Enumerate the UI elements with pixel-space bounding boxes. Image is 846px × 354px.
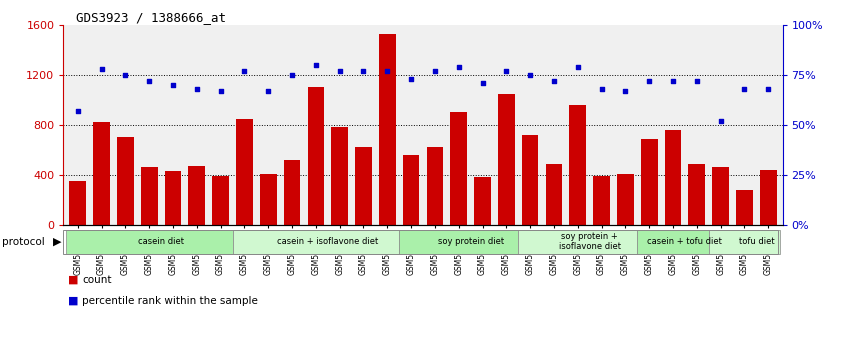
- Bar: [736, 190, 753, 225]
- Point: [309, 62, 322, 68]
- Point: [714, 118, 728, 124]
- Text: casein diet: casein diet: [138, 237, 184, 246]
- Text: ▶: ▶: [53, 236, 62, 247]
- Bar: [355, 147, 371, 225]
- Point: [667, 78, 680, 84]
- Text: percentile rank within the sample: percentile rank within the sample: [82, 296, 258, 306]
- Bar: [233, 230, 399, 253]
- Bar: [426, 147, 443, 225]
- Bar: [260, 173, 277, 225]
- Bar: [637, 230, 709, 253]
- Bar: [379, 34, 396, 225]
- Bar: [189, 166, 205, 225]
- Text: casein + tofu diet: casein + tofu diet: [647, 237, 722, 246]
- Point: [381, 68, 394, 74]
- Bar: [66, 230, 233, 253]
- Bar: [283, 160, 300, 225]
- Bar: [93, 122, 110, 225]
- Point: [738, 86, 751, 92]
- Text: ■: ■: [68, 275, 78, 285]
- Bar: [165, 171, 181, 225]
- Bar: [641, 138, 657, 225]
- Point: [761, 86, 775, 92]
- Point: [285, 72, 299, 78]
- Text: tofu diet: tofu diet: [739, 237, 774, 246]
- Point: [571, 64, 585, 70]
- Bar: [117, 137, 134, 225]
- Point: [500, 68, 514, 74]
- Point: [428, 68, 442, 74]
- Bar: [212, 176, 229, 225]
- Bar: [522, 135, 539, 225]
- Point: [595, 86, 608, 92]
- Text: count: count: [82, 275, 112, 285]
- Text: protocol: protocol: [2, 236, 45, 247]
- Point: [166, 82, 179, 88]
- Text: casein + isoflavone diet: casein + isoflavone diet: [277, 237, 378, 246]
- Point: [214, 88, 228, 93]
- Text: GDS3923 / 1388666_at: GDS3923 / 1388666_at: [76, 11, 226, 24]
- Text: soy protein diet: soy protein diet: [437, 237, 503, 246]
- Text: soy protein +
isoflavone diet: soy protein + isoflavone diet: [558, 232, 621, 251]
- Bar: [450, 112, 467, 225]
- Bar: [569, 105, 586, 225]
- Point: [95, 66, 108, 72]
- Point: [238, 68, 251, 74]
- Bar: [593, 176, 610, 225]
- Bar: [689, 164, 706, 225]
- Bar: [546, 164, 563, 225]
- Point: [547, 78, 561, 84]
- Point: [404, 76, 418, 82]
- Point: [71, 108, 85, 114]
- Bar: [475, 177, 491, 225]
- Point: [618, 88, 632, 93]
- Bar: [498, 93, 514, 225]
- Point: [452, 64, 465, 70]
- Point: [524, 72, 537, 78]
- Bar: [712, 167, 729, 225]
- Point: [690, 78, 704, 84]
- Bar: [403, 155, 420, 225]
- Bar: [332, 127, 348, 225]
- Bar: [709, 230, 780, 253]
- Bar: [665, 130, 681, 225]
- Point: [118, 72, 132, 78]
- Bar: [399, 230, 519, 253]
- Bar: [307, 87, 324, 225]
- Text: ■: ■: [68, 296, 78, 306]
- Bar: [617, 173, 634, 225]
- Point: [357, 68, 371, 74]
- Point: [261, 88, 275, 93]
- Bar: [140, 167, 157, 225]
- Bar: [760, 170, 777, 225]
- Bar: [236, 119, 253, 225]
- Point: [332, 68, 346, 74]
- Point: [642, 78, 656, 84]
- Point: [190, 86, 204, 92]
- Bar: [519, 230, 637, 253]
- Bar: [69, 181, 86, 225]
- Point: [142, 78, 156, 84]
- Point: [475, 80, 489, 86]
